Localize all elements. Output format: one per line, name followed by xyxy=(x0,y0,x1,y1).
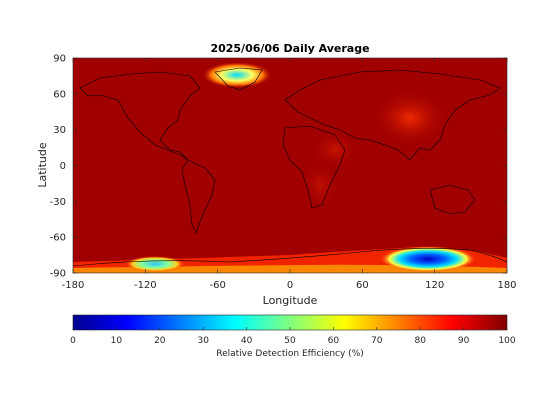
chart-title: 2025/06/06 Daily Average xyxy=(210,42,369,55)
colorbar-tick-label: 60 xyxy=(328,336,340,346)
colorbar-label: Relative Detection Efficiency (%) xyxy=(216,349,364,359)
x-tick-label: -60 xyxy=(209,280,225,291)
coast-africa xyxy=(282,125,346,209)
colorbar-tick-label: 100 xyxy=(498,336,515,346)
heatmap-region-greenland xyxy=(202,62,272,88)
x-tick-label: 60 xyxy=(356,280,369,291)
heatmap-region-east-antarctica xyxy=(380,246,476,272)
x-tick-label: -120 xyxy=(134,280,157,291)
colorbar-tick-label: 10 xyxy=(111,336,123,346)
colorbar-tick-label: 90 xyxy=(458,336,470,346)
coast-australia xyxy=(429,184,476,215)
coast-antarctica xyxy=(73,248,507,267)
colorbar-tick-label: 30 xyxy=(197,336,209,346)
heatmap-region-west-antarctica xyxy=(125,256,185,272)
y-axis: 90 60 30 0 -30 -60 -90 xyxy=(50,54,507,280)
heatmap-plot xyxy=(73,58,507,273)
y-tick-label: -30 xyxy=(50,197,66,208)
coast-europe-asia xyxy=(284,69,501,161)
colorbar-tick-label: 40 xyxy=(241,336,253,346)
x-axis: -180 -120 -60 0 60 120 180 xyxy=(62,58,517,291)
colorbar-tick-label: 20 xyxy=(154,336,166,346)
y-tick-label: -60 xyxy=(50,233,66,244)
coast-south-america xyxy=(181,159,216,234)
coast-greenland xyxy=(214,67,263,91)
x-tick-label: 120 xyxy=(425,280,444,291)
colorbar-tick-label: 70 xyxy=(371,336,383,346)
x-tick-label: 180 xyxy=(497,280,516,291)
y-tick-label: 60 xyxy=(53,89,66,100)
heatmap-background xyxy=(73,58,507,273)
x-axis-label: Longitude xyxy=(263,294,318,307)
y-tick-label: 90 xyxy=(53,54,66,65)
y-tick-label: -90 xyxy=(50,269,66,280)
colorbar-ticks: 0 10 20 30 40 50 60 70 80 90 100 xyxy=(70,327,516,346)
x-tick-label: -180 xyxy=(62,280,85,291)
colorbar-tick-label: 80 xyxy=(414,336,426,346)
heatmap-region-arabia xyxy=(310,130,360,170)
x-tick-label: 0 xyxy=(287,280,293,291)
heatmap-region-africa xyxy=(300,160,340,210)
y-tick-label: 0 xyxy=(60,161,66,172)
y-tick-label: 30 xyxy=(53,125,66,136)
colorbar-tick-label: 0 xyxy=(70,336,76,346)
heatmap-region-asia xyxy=(370,88,450,148)
coastlines xyxy=(73,67,507,267)
coast-north-america xyxy=(79,71,201,161)
y-axis-label: Latitude xyxy=(36,142,49,188)
colorbar-tick-label: 50 xyxy=(284,336,296,346)
